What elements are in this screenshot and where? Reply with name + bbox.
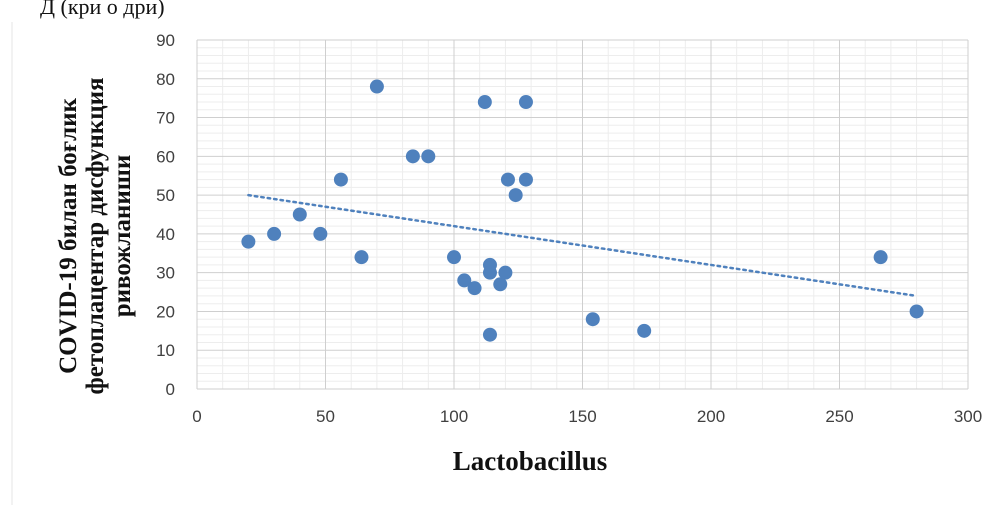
y-tick-label: 50 [156,186,175,205]
data-point [421,149,436,164]
y-axis-title: COVID-19 билан боғлик фетоплацентар дисф… [55,77,136,394]
data-point [447,250,461,265]
data-point [313,226,328,241]
data-point [457,273,472,288]
data-point [292,207,307,222]
data-point [873,250,888,265]
data-point [493,277,508,292]
header-fragment: Д (кри о дри) [40,0,165,19]
x-tick-label: 300 [954,407,982,426]
y-tick-label: 60 [156,147,175,166]
data-point [500,172,515,187]
data-point [508,188,523,203]
data-point [518,172,533,187]
x-tick-label: 100 [440,407,468,426]
y-tick-label: 80 [156,70,175,89]
y-axis-title-line-2: фетоплацентар дисфункция [82,77,109,394]
y-tick-labels: 0 10 20 30 40 50 60 70 80 90 [156,31,175,399]
trendline [247,193,918,298]
data-point [354,250,369,265]
trendline-group [247,193,918,298]
y-axis-title-line-1: COVID-19 билан боғлик [55,97,82,373]
x-tick-labels: 0 50 100 150 200 250 300 [192,407,982,426]
data-point [267,226,282,241]
data-point [405,149,420,164]
data-point [467,281,482,296]
data-point [498,265,513,280]
data-point [909,304,924,319]
x-tick-label: 150 [568,407,596,426]
x-tick-label: 50 [316,407,335,426]
y-tick-label: 0 [166,380,175,399]
data-point [482,265,497,280]
data-point [241,234,256,249]
data-points [241,79,924,342]
y-tick-label: 30 [156,264,175,283]
y-tick-label: 10 [156,341,175,360]
data-point [482,327,497,342]
x-tick-label: 200 [697,407,725,426]
data-point [369,79,384,94]
x-tick-label: 0 [192,407,201,426]
data-point [333,172,348,187]
y-tick-label: 70 [156,109,175,128]
data-point [477,95,492,110]
gridlines [196,39,969,390]
x-axis-title: Lactobacillus [453,446,608,476]
x-tick-label: 250 [825,407,853,426]
y-tick-label: 40 [156,225,175,244]
y-tick-label: 90 [156,31,175,50]
y-axis-title-line-3: ривожланиши [109,155,136,318]
data-point [637,323,652,338]
data-point [518,95,533,110]
y-tick-label: 20 [156,302,175,321]
data-point [585,312,600,327]
